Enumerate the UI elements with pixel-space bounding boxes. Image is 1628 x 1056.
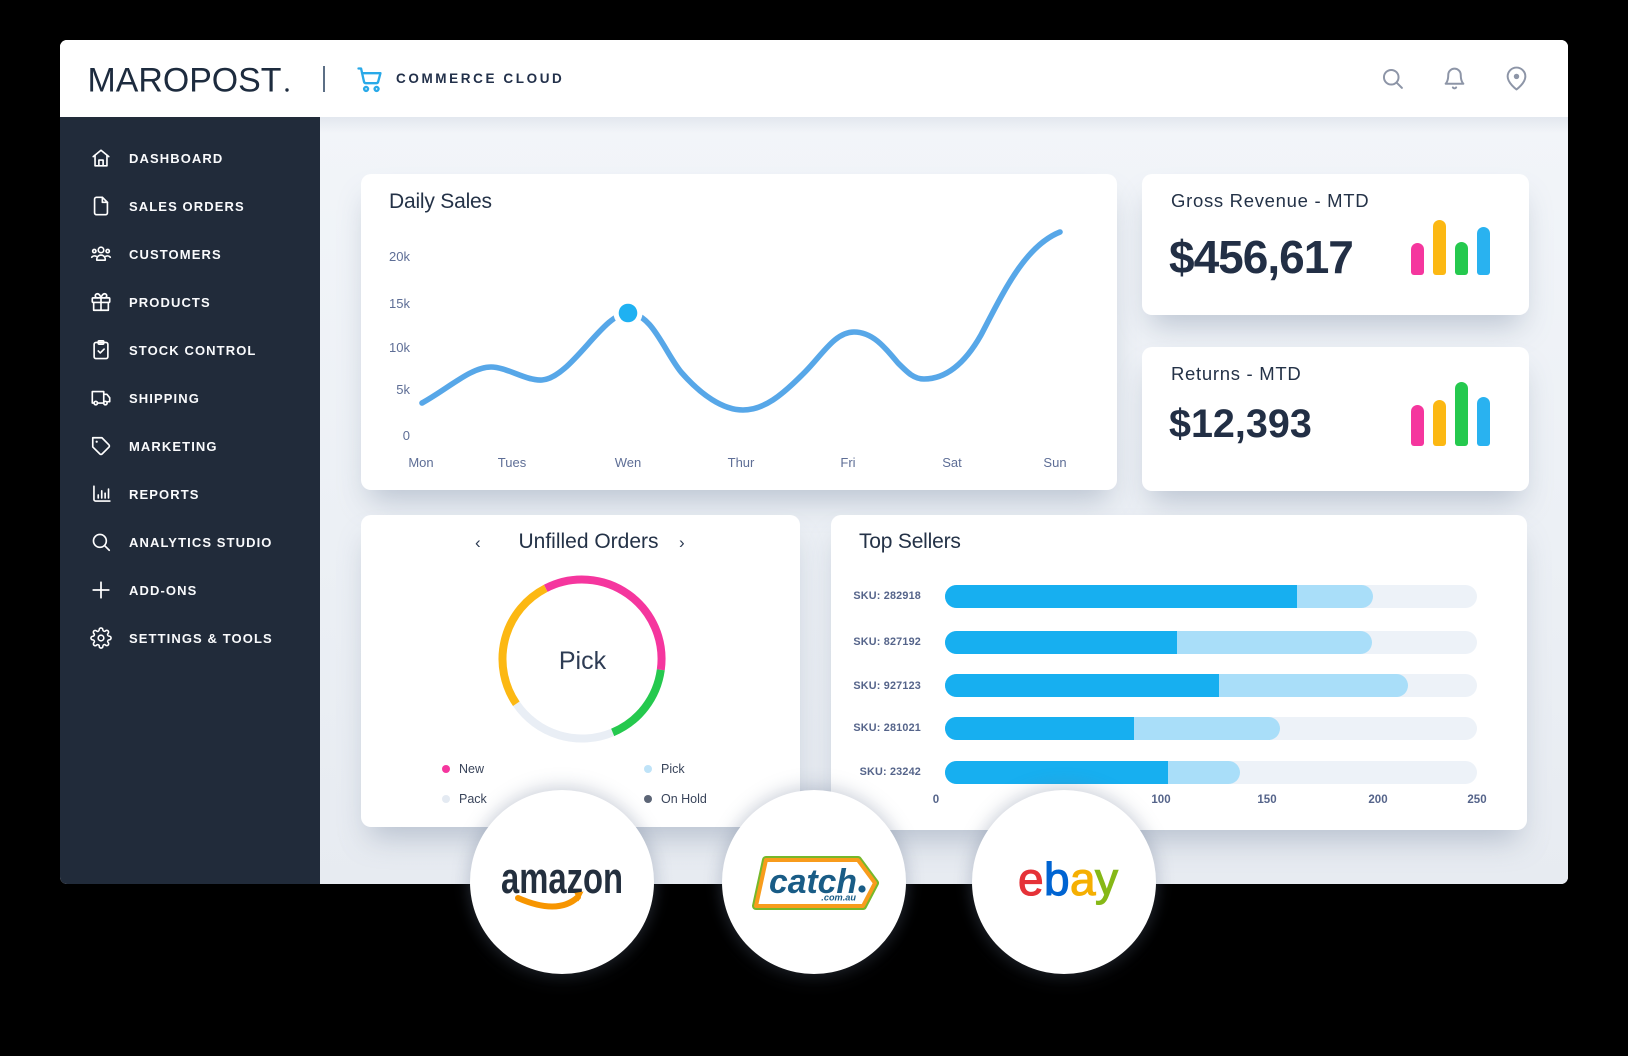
svg-text:MAROPOST: MAROPOST: [88, 62, 282, 98]
svg-text:b: b: [1044, 853, 1070, 905]
svg-text:Thur: Thur: [728, 455, 755, 470]
svg-text:10k: 10k: [389, 340, 410, 355]
svg-text:Sat: Sat: [942, 455, 962, 470]
svg-text:a: a: [1070, 853, 1096, 905]
svg-text:20k: 20k: [389, 249, 410, 264]
svg-text:Sun: Sun: [1043, 455, 1066, 470]
svg-text:y: y: [1095, 853, 1118, 905]
svg-text:5k: 5k: [396, 382, 410, 397]
svg-text:Mon: Mon: [408, 455, 433, 470]
svg-text:e: e: [1018, 853, 1044, 905]
svg-text:.com.au: .com.au: [821, 893, 856, 903]
svg-text:amazon: amazon: [501, 854, 623, 903]
svg-text:Tues: Tues: [498, 455, 527, 470]
svg-text:catch: catch: [769, 863, 857, 901]
svg-text:0: 0: [403, 428, 410, 443]
svg-text:Wen: Wen: [615, 455, 642, 470]
svg-text:Fri: Fri: [840, 455, 855, 470]
svg-text:15k: 15k: [389, 296, 410, 311]
